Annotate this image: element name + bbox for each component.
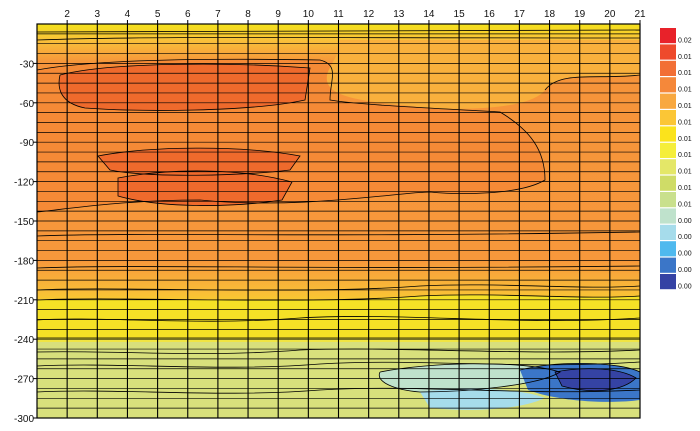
contour-line [37,37,640,41]
legend-swatch [660,77,676,93]
legend-label: 0.01 [678,136,692,143]
x-tick-label: 5 [155,9,161,20]
y-tick-label: -90 [20,138,35,149]
contour-line [37,284,640,291]
x-tick-label: 15 [454,9,466,20]
legend-label: 0.01 [678,152,692,159]
x-tick-label: 18 [544,9,556,20]
x-tick-label: 19 [574,9,586,20]
x-tick-label: 4 [125,9,131,20]
legend-swatch [660,126,676,142]
y-tick-label: -120 [14,178,34,189]
y-tick-label: -240 [14,335,34,346]
y-tick-label: -300 [14,414,34,425]
legend-swatch [660,274,676,290]
legend-label: 0.01 [678,169,692,176]
x-tick-label: 10 [303,9,315,20]
legend-swatch [660,159,676,175]
legend-swatch [660,224,676,240]
legend-label: 0.02 [678,37,692,44]
y-tick-label: -60 [20,99,35,110]
x-tick-label: 8 [245,9,251,20]
grid [37,24,640,418]
y-tick-label: -150 [14,217,34,228]
contour-region-light-cyan-2 [420,388,545,410]
legend-swatch [660,44,676,60]
contour-region-light-cyan-1 [379,363,560,392]
contour-line [378,363,561,393]
contour-line [37,361,640,368]
x-tick-label: 13 [393,9,405,20]
contour-line [37,348,640,355]
legend-label: 0.00 [678,251,692,258]
x-tick-label: 2 [64,9,70,20]
legend-swatch [660,192,676,208]
contour-line [37,387,640,394]
legend-swatch [660,93,676,109]
legend-label: 0.01 [678,119,692,126]
legend-swatch [660,208,676,224]
contour-line [37,294,640,301]
y-tick-label: -270 [14,375,34,386]
legend-swatch [660,241,676,257]
plot-frame [36,23,641,419]
legend-label: 0.00 [678,218,692,225]
y-tick-label: -30 [20,59,35,70]
legend-label: 0.01 [678,87,692,94]
legend-label: 0.00 [678,283,692,290]
legend-swatch [660,60,676,76]
contour-core-1 [59,64,311,111]
color-legend: 0.02 0.01 0.01 0.01 0.01 0.01 0.01 0.01 0.01 0.01… [660,28,692,290]
contour-line [37,58,546,213]
legend-swatch [660,110,676,126]
x-tick-label: 21 [634,9,646,20]
legend-swatch [660,257,676,273]
y-axis-ticks: -30 -60 -90 -120 -150 -180 -210 -240 -270 -300 [14,59,37,425]
x-tick-label: 17 [514,9,526,20]
x-tick-label: 7 [215,9,221,20]
x-axis-ticks: 2 3 4 5 6 7 8 9 10 11 12 13 14 15 16 17 18 19 20 21 [64,9,646,24]
legend-label: 0.01 [678,70,692,77]
legend-swatch [660,28,676,44]
contour-line [58,63,311,111]
x-tick-label: 14 [423,9,435,20]
contour-line [37,231,640,237]
contour-region-upper-right [326,40,640,109]
x-tick-label: 20 [604,9,616,20]
x-tick-label: 6 [185,9,191,20]
contour-line [544,74,640,91]
legend-label: 0.01 [678,103,692,110]
legend-swatch [660,175,676,191]
contour-region-darkblue [555,368,636,391]
contour-line [37,265,640,269]
legend-label: 0.01 [678,201,692,208]
legend-label: 0.01 [678,185,692,192]
x-tick-label: 9 [275,9,281,20]
legend-label: 0.00 [678,234,692,241]
y-tick-label: -210 [14,296,34,307]
x-tick-label: 11 [333,9,344,20]
plot-area: 2 3 4 5 6 7 8 9 10 11 12 13 14 15 16 17 18 19 20 21 -30-60-… [14,9,646,425]
x-tick-label: 3 [95,9,101,20]
y-tick-label: -180 [14,256,34,267]
legend-label: 0.01 [678,54,692,61]
x-tick-label: 16 [484,9,496,20]
legend-label: 0.00 [678,267,692,274]
x-tick-label: 12 [363,9,375,20]
legend-swatch [660,142,676,158]
